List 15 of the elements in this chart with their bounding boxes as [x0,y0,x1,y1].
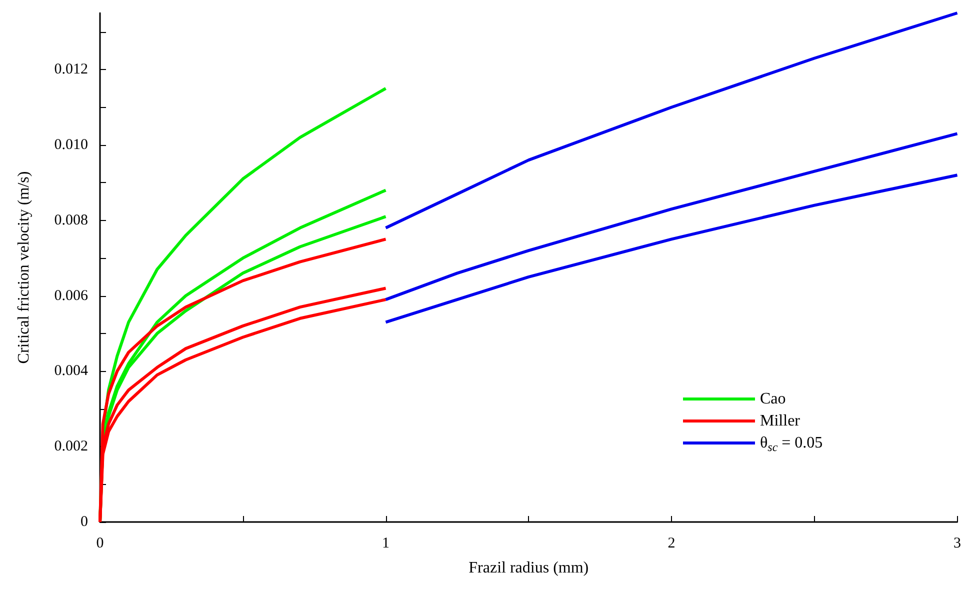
y-tick-label: 0.004 [54,363,88,380]
legend-label: Miller [760,412,801,430]
y-tick-label: 0.006 [54,288,88,304]
y-tick-label: 0 [80,514,88,530]
legend-label: Cao [760,390,786,408]
x-axis-title: Frazil radius (mm) [468,560,589,576]
y-tick-label: 0.010 [54,136,88,153]
y-tick-label: 0.008 [54,212,88,228]
y-tick-label: 0.012 [54,62,88,78]
y-tick-label: 0.002 [54,438,88,455]
x-tick-label: 1 [382,536,390,552]
x-tick-label: 2 [668,536,676,552]
x-tick-label: 3 [954,536,961,552]
x-tick-label: 0 [96,536,104,552]
y-axis-title: Critical friction velocity (m/s) [16,171,32,364]
